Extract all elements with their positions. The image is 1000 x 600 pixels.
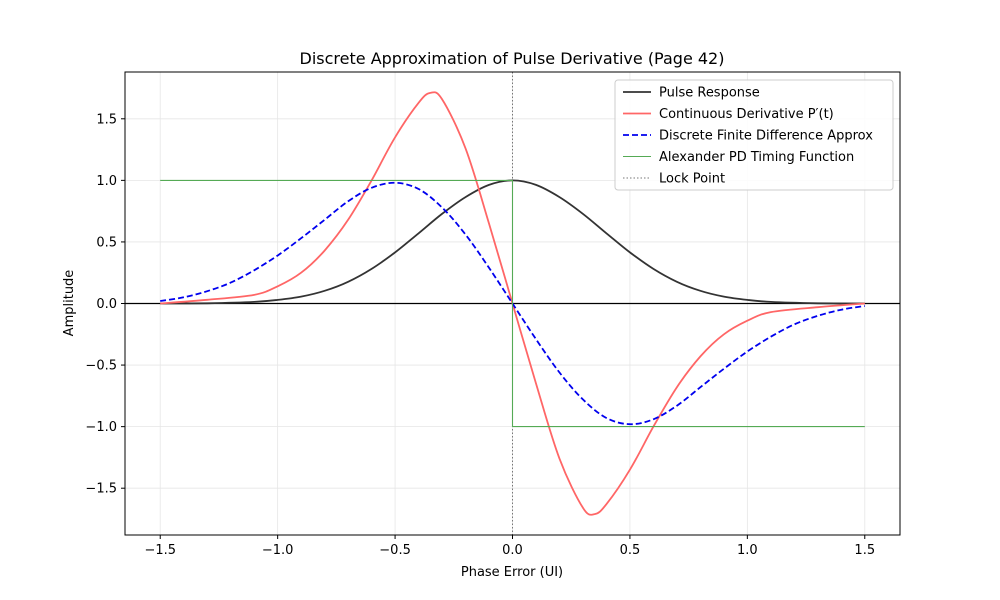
axis-ticks: −1.5 −1.0 −0.5 0.0 0.5 1.0 1.5 −1.5 −1.0 −0.5 0.0 0… [85,112,875,558]
x-tick-label: 0.5 [620,543,641,558]
y-axis-label: Amplitude [62,270,77,337]
legend-box [614,79,894,191]
x-tick-label: −1.5 [144,543,176,558]
x-tick-label: 0.0 [502,543,523,558]
x-tick-label: 1.0 [737,543,758,558]
y-tick-label: 0.0 [96,297,117,312]
y-tick-label: 1.5 [96,112,117,127]
alexander-pd-line [160,179,865,428]
y-tick-label: −0.5 [85,359,117,374]
legend-item-discrete-approx: Discrete Finite Difference Approx [659,129,873,144]
chart-title: Discrete Approximation of Pulse Derivati… [300,49,725,68]
legend-item-continuous-derivative: Continuous Derivative P′(t) [659,107,834,122]
y-tick-label: 0.5 [96,235,117,250]
x-axis-label: Phase Error (UI) [461,565,563,580]
series-group [160,91,865,516]
x-tick-label: −0.5 [379,543,411,558]
legend-item-alexander-pd: Alexander PD Timing Function [659,150,854,165]
x-tick-label: 1.5 [854,543,875,558]
legend-item-pulse-response: Pulse Response [659,86,760,101]
legend-item-lock-point: Lock Point [659,172,725,187]
legend: Pulse Response Continuous Derivative P′(t… [614,79,894,191]
x-tick-label: −1.0 [262,543,294,558]
y-tick-label: −1.5 [85,482,117,497]
y-tick-label: 1.0 [96,174,117,189]
y-tick-label: −1.0 [85,420,117,435]
